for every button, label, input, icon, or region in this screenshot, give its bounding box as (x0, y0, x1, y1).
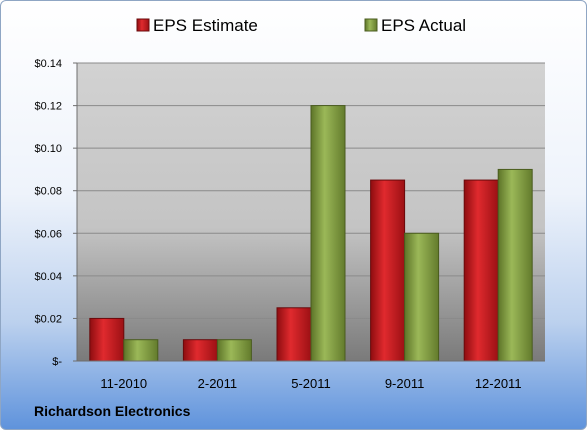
y-tick-label: $0.08 (34, 186, 62, 198)
y-tick-label: $- (52, 356, 62, 368)
legend-swatch-estimate (136, 18, 150, 32)
x-tick-label: 12-2011 (475, 376, 522, 391)
x-tick-label: 5-2011 (291, 376, 331, 391)
bar-eps-estimate (182, 339, 218, 362)
y-tick-label: $0.10 (34, 143, 62, 155)
bar-eps-estimate (89, 317, 125, 362)
bar-eps-actual (404, 232, 440, 362)
x-tick-label: 9-2011 (385, 376, 425, 391)
bar-eps-actual (310, 105, 346, 362)
bar-eps-actual (123, 339, 159, 362)
company-name: Richardson Electronics (34, 403, 191, 419)
bar-eps-actual (497, 168, 533, 362)
legend-label-actual: EPS Actual (381, 16, 466, 35)
bar-eps-estimate (463, 179, 499, 362)
x-tick-label: 2-2011 (198, 376, 238, 391)
y-tick-label: $0.04 (34, 271, 62, 283)
x-tick-label: 11-2010 (100, 376, 147, 391)
bar-eps-estimate (276, 307, 312, 362)
legend-swatch-actual (364, 18, 378, 32)
bar-eps-estimate (370, 179, 406, 362)
y-tick-label: $0.02 (34, 313, 62, 325)
y-tick-label: $0.06 (34, 228, 62, 240)
y-tick-label: $0.14 (34, 58, 62, 70)
y-tick-label: $0.12 (34, 101, 62, 113)
legend-label-estimate: EPS Estimate (153, 16, 258, 35)
bar-eps-actual (216, 339, 252, 362)
